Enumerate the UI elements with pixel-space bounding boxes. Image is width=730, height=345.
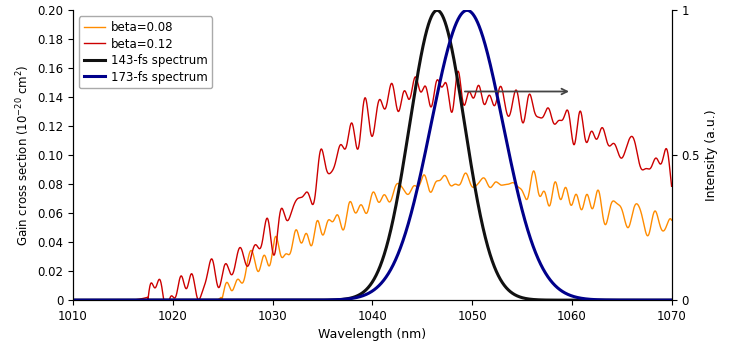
173-fs spectrum: [463, 8, 472, 12]
beta=0.12: [137, 297, 146, 301]
143-fs spectrum: [656, 298, 664, 302]
Line: 143-fs spectrum: 143-fs spectrum: [73, 10, 672, 300]
beta=0.12: [656, 162, 664, 166]
X-axis label: Wavelength (nm): Wavelength (nm): [318, 328, 426, 342]
173-fs spectrum: [69, 298, 77, 302]
173-fs spectrum: [667, 298, 676, 302]
173-fs spectrum: [656, 298, 664, 302]
beta=0.12: [591, 136, 600, 140]
beta=0.08: [656, 224, 664, 228]
143-fs spectrum: [667, 298, 676, 302]
143-fs spectrum: [137, 298, 146, 302]
143-fs spectrum: [591, 298, 600, 302]
173-fs spectrum: [324, 298, 333, 302]
173-fs spectrum: [137, 298, 146, 302]
beta=0.12: [324, 171, 333, 176]
beta=0.12: [453, 69, 462, 73]
Y-axis label: Intensity (a.u.): Intensity (a.u.): [705, 109, 718, 201]
beta=0.08: [324, 218, 333, 222]
173-fs spectrum: [591, 298, 600, 302]
beta=0.12: [667, 184, 676, 188]
beta=0.08: [137, 298, 146, 302]
beta=0.08: [298, 240, 307, 244]
Line: 173-fs spectrum: 173-fs spectrum: [73, 10, 672, 300]
Legend: beta=0.08, beta=0.12, 143-fs spectrum, 173-fs spectrum: beta=0.08, beta=0.12, 143-fs spectrum, 1…: [79, 16, 212, 88]
Line: beta=0.08: beta=0.08: [73, 171, 672, 300]
beta=0.08: [667, 218, 676, 222]
beta=0.08: [69, 298, 77, 302]
143-fs spectrum: [433, 8, 442, 12]
beta=0.12: [298, 195, 307, 199]
143-fs spectrum: [69, 298, 77, 302]
beta=0.08: [172, 298, 181, 302]
Y-axis label: Gain cross section (10$^{-20}$ cm$^2$): Gain cross section (10$^{-20}$ cm$^2$): [14, 65, 31, 246]
beta=0.12: [172, 291, 181, 295]
beta=0.08: [591, 196, 600, 200]
143-fs spectrum: [324, 298, 333, 302]
173-fs spectrum: [172, 298, 181, 302]
beta=0.08: [529, 169, 538, 173]
beta=0.12: [69, 298, 77, 302]
173-fs spectrum: [298, 298, 307, 302]
143-fs spectrum: [172, 298, 181, 302]
Line: beta=0.12: beta=0.12: [73, 71, 672, 300]
143-fs spectrum: [298, 298, 307, 302]
